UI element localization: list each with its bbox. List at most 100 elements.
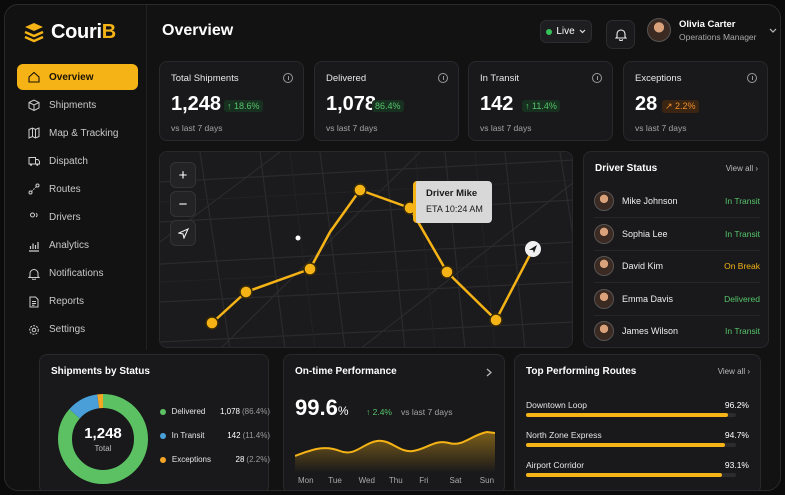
route-value: 93.1% <box>724 460 749 470</box>
route-name: North Zone Express <box>526 430 602 440</box>
tracking-map[interactable]: + − Driver Mike ETA 10:24 AM <box>159 151 573 348</box>
bell-icon <box>614 29 627 41</box>
driver-status-badge: In Transit <box>725 196 760 206</box>
chevron-down-icon <box>579 29 586 34</box>
logo-icon <box>24 22 44 42</box>
tooltip-driver-name: Driver Mike <box>426 188 478 199</box>
sidebar-item-label: Shipments <box>49 99 97 111</box>
map-canvas <box>160 152 572 347</box>
stat-card[interactable]: In Transit 142 ↑ 11.4% vs last 7 days <box>468 61 613 141</box>
route-progress-fill <box>526 473 722 477</box>
sidebar-item-reports[interactable]: Reports <box>17 289 138 315</box>
sidebar-item-shipments[interactable]: Shipments <box>17 92 138 118</box>
sidebar-item-dispatch[interactable]: Dispatch <box>17 148 138 174</box>
driver-status-panel: Driver Status View all › Mike Johnson In … <box>583 151 769 348</box>
user-menu[interactable]: Olivia Carter Operations Manager <box>647 18 777 42</box>
day-label: Sun <box>479 476 495 485</box>
stat-value: 1,078 <box>326 93 377 115</box>
driver-row[interactable]: Mike Johnson In Transit <box>594 188 760 214</box>
donut-total-value: 1,248 <box>84 425 122 442</box>
sidebar-item-label: Reports <box>49 296 85 308</box>
view-all-link[interactable]: View all › <box>717 367 750 376</box>
map-controls: + − <box>170 162 196 249</box>
legend-item: Exceptions 28 (2.2%) <box>160 455 270 464</box>
user-name: Olivia Carter <box>679 18 736 30</box>
stat-card[interactable]: Exceptions 28 ↗ 2.2% vs last 7 days <box>623 61 768 141</box>
stat-delta: ↑ 18.6% <box>224 100 263 112</box>
sidebar-item-overview[interactable]: Overview <box>17 64 138 90</box>
sidebar-item-label: Drivers <box>49 211 81 223</box>
info-icon[interactable] <box>747 73 757 83</box>
top-routes-panel: Top Performing Routes View all › Downtow… <box>514 354 761 490</box>
locate-button[interactable] <box>170 220 196 246</box>
info-icon[interactable] <box>438 73 448 83</box>
legend-percent: (2.2%) <box>246 455 270 464</box>
sidebar-item-settings[interactable]: Settings <box>17 317 138 343</box>
day-label: Thu <box>388 476 403 485</box>
stat-card[interactable]: Total Shipments 1,248 ↑ 18.6% vs last 7 day… <box>159 61 304 141</box>
panel-title: Shipments by Status <box>51 366 150 377</box>
stat-delta: ↑ 11.4% <box>522 100 560 112</box>
stat-comparison: vs last 7 days <box>635 123 687 133</box>
route-name: Airport Corridor <box>526 460 585 470</box>
live-dropdown[interactable]: Live <box>540 20 592 43</box>
driver-row[interactable]: James Wilson In Transit <box>594 318 760 344</box>
on-time-value: 99.6% <box>295 395 349 420</box>
on-time-comparison: vs last 7 days <box>401 407 453 417</box>
stat-comparison: vs last 7 days <box>480 123 532 133</box>
sidebar-item-notifications[interactable]: Notifications <box>17 261 138 287</box>
panel-title: On-time Performance <box>295 366 397 377</box>
stat-value: 28 <box>635 93 658 115</box>
stat-label: Exceptions <box>635 73 682 84</box>
app-window: CouriB Overview Shipments Map & Tracking Di… <box>4 4 781 491</box>
sidebar-item-label: Notifications <box>49 268 104 280</box>
driver-tooltip: Driver Mike ETA 10:24 AM <box>413 181 492 223</box>
legend-percent: (86.4%) <box>241 407 270 416</box>
zoom-in-button[interactable]: + <box>170 162 196 188</box>
driver-status-badge: In Transit <box>725 228 760 239</box>
sidebar-item-drivers[interactable]: Drivers <box>17 204 138 230</box>
driver-row[interactable]: Emma Davis Delivered <box>594 286 760 312</box>
zoom-out-button[interactable]: − <box>170 191 196 217</box>
route-progress-fill <box>526 413 729 417</box>
stat-comparison: vs last 7 days <box>171 123 223 133</box>
info-icon[interactable] <box>592 73 602 83</box>
stat-value: 1,248 <box>171 93 222 115</box>
stat-comparison: vs last 7 days <box>326 123 378 133</box>
status-donut-chart <box>58 394 148 484</box>
sidebar-item-routes[interactable]: Routes <box>17 176 138 202</box>
day-label: Mon <box>298 476 314 485</box>
driver-row[interactable]: Sophia Lee In Transit <box>594 221 760 247</box>
view-all-link[interactable]: View all › <box>725 164 758 173</box>
legend-value: 1,078 <box>219 407 240 416</box>
sidebar-nav: Overview Shipments Map & Tracking Dispatch R… <box>17 64 138 345</box>
notifications-button[interactable] <box>606 20 635 49</box>
driver-row[interactable]: David Kim On Break <box>594 253 760 279</box>
avatar <box>594 321 614 341</box>
legend-value: 28 <box>235 455 245 464</box>
sidebar-item-label: Routes <box>49 183 81 195</box>
info-icon[interactable] <box>283 73 293 83</box>
stat-value: 142 <box>480 93 514 115</box>
legend-percent: (11.4%) <box>242 431 270 440</box>
driver-name: James Wilson <box>622 326 679 336</box>
day-label: Tue <box>328 476 342 485</box>
avatar <box>647 18 671 42</box>
donut-segment-exceptions[interactable] <box>58 394 148 484</box>
stat-delta: ↗ 2.2% <box>662 100 699 113</box>
route-progress-track <box>526 413 736 417</box>
stat-card[interactable]: Delivered 1,078 86.4% vs last 7 days <box>314 61 459 141</box>
on-time-delta: ↑ 2.4% <box>366 407 392 417</box>
sidebar-item-label: Settings <box>49 324 86 336</box>
route-value: 94.7% <box>724 430 749 440</box>
day-label: Sat <box>449 476 462 485</box>
brand-logo[interactable]: CouriB <box>23 21 116 44</box>
sidebar-item-analytics[interactable]: Analytics <box>17 233 138 259</box>
sidebar-item-label: Overview <box>49 71 94 83</box>
on-time-performance-panel: On-time Performance 99.6% ↑ 2.4% vs last… <box>283 354 505 490</box>
chevron-right-icon[interactable] <box>486 368 492 377</box>
sidebar-item-map-tracking[interactable]: Map & Tracking <box>17 120 138 146</box>
driver-name: Sophia Lee <box>622 228 668 239</box>
driver-status-badge: In Transit <box>725 326 760 336</box>
avatar <box>594 223 614 244</box>
